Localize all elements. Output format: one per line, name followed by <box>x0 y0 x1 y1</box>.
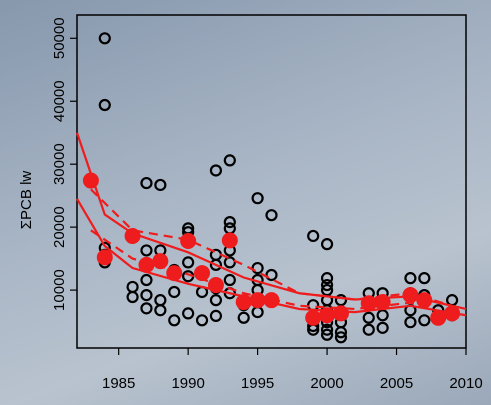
x-tick-label: 1995 <box>241 375 274 392</box>
mean-point <box>374 294 391 311</box>
data-point <box>209 294 223 307</box>
y-tick-label: 50000 <box>51 17 68 59</box>
data-point <box>140 289 153 302</box>
data-point <box>195 314 209 327</box>
data-point <box>251 192 264 205</box>
data-point <box>223 273 236 287</box>
data-point <box>209 309 223 322</box>
data-point <box>320 238 334 251</box>
data-point <box>126 280 139 294</box>
data-point <box>98 98 111 112</box>
mean-point <box>360 295 377 312</box>
data-point <box>265 268 278 282</box>
x-tick-label: 1985 <box>102 375 135 392</box>
data-point <box>362 323 375 336</box>
data-point <box>320 323 334 336</box>
data-point <box>376 321 389 334</box>
data-point <box>98 32 111 45</box>
mean-point <box>96 249 113 266</box>
mean-point <box>207 277 224 294</box>
y-tick-label: 30000 <box>51 143 68 185</box>
data-point <box>320 272 334 285</box>
x-tick-label: 2010 <box>449 375 482 392</box>
data-point <box>154 178 167 192</box>
data-point <box>376 309 389 322</box>
mean-point <box>152 253 169 270</box>
x-tick-label: 2005 <box>380 375 413 392</box>
data-point <box>418 272 431 285</box>
mean-point <box>82 172 99 189</box>
data-point <box>154 294 167 307</box>
data-point <box>126 290 139 304</box>
data-point <box>223 216 236 229</box>
mean-point <box>235 294 252 311</box>
mean-point <box>124 227 141 244</box>
mean-point <box>180 232 197 249</box>
data-point <box>182 256 195 269</box>
mean-point <box>305 309 322 326</box>
data-point <box>320 278 334 292</box>
data-point <box>334 326 348 339</box>
data-point <box>182 307 195 320</box>
data-point <box>168 285 181 299</box>
data-point <box>168 314 181 327</box>
data-point <box>404 316 417 329</box>
plot-frame <box>76 14 467 349</box>
mean-point <box>319 307 336 324</box>
mean-point <box>430 309 447 326</box>
data-point <box>265 209 278 222</box>
data-point <box>223 222 236 235</box>
mean-point <box>402 287 419 304</box>
data-point <box>237 311 250 324</box>
data-point <box>251 306 264 319</box>
data-point <box>154 304 167 317</box>
mean-point <box>263 292 280 309</box>
data-point <box>140 176 153 190</box>
x-tick-label: 2000 <box>310 375 343 392</box>
mean-point <box>444 305 461 322</box>
data-point <box>209 164 223 177</box>
mean-point <box>416 292 433 309</box>
y-tick-label: 10000 <box>51 269 68 311</box>
data-point <box>446 294 459 307</box>
data-point <box>418 314 431 327</box>
x-tick-label: 1990 <box>171 375 204 392</box>
data-point <box>334 331 348 344</box>
y-tick-label: 20000 <box>51 206 68 248</box>
data-point <box>362 311 375 324</box>
data-point <box>140 302 153 315</box>
data-point <box>223 154 236 167</box>
y-tick-label: 40000 <box>51 80 68 122</box>
y-axis-label: ΣPCB lw <box>18 171 35 230</box>
trend-line <box>75 132 467 311</box>
mean-point <box>194 265 211 282</box>
data-point <box>251 261 264 275</box>
data-point <box>404 272 417 285</box>
data-point <box>307 229 320 243</box>
mean-point <box>249 292 266 309</box>
data-point <box>334 294 348 307</box>
mean-point <box>332 305 349 322</box>
trend-line <box>90 188 453 307</box>
data-point <box>140 273 153 287</box>
data-point <box>209 258 223 272</box>
mean-point <box>221 232 238 249</box>
mean-point <box>138 256 155 273</box>
data-point <box>223 256 236 269</box>
data-point <box>320 328 334 341</box>
data-point <box>140 244 153 257</box>
mean-point <box>166 265 183 282</box>
